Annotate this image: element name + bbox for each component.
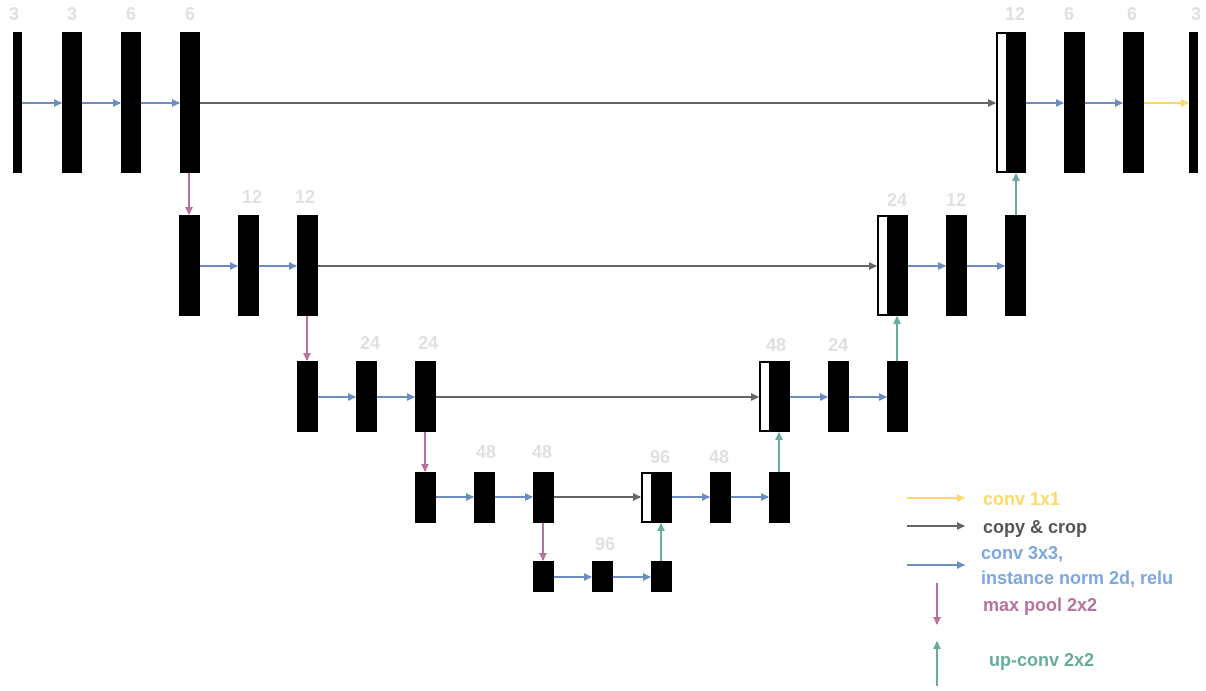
- feature-map-r1-b: [1123, 32, 1144, 173]
- channel-label: 6: [1127, 4, 1137, 24]
- channel-label: 48: [476, 442, 496, 462]
- legend-maxpool-label: max pool 2x2: [983, 595, 1097, 615]
- feature-map-r3-a: [828, 361, 849, 432]
- concat-map-r2: [877, 215, 889, 316]
- feature-map-r2-cat: [887, 215, 908, 316]
- feature-map-l3-pool: [297, 361, 318, 432]
- channel-label: 12: [242, 187, 262, 207]
- feature-map-r4-a: [710, 472, 731, 523]
- feature-map-r3-cat: [769, 361, 790, 432]
- legend-copy-crop-label: copy & crop: [983, 517, 1087, 537]
- feature-map-r2-b: [1005, 215, 1026, 316]
- feature-map-l1-c: [180, 32, 200, 173]
- feature-map-bottom-pool: [533, 561, 554, 592]
- feature-map-r1-a: [1064, 32, 1085, 173]
- feature-map-bottom-b: [651, 561, 672, 592]
- feature-map-r4-cat: [651, 472, 672, 523]
- channel-label: 3: [9, 4, 19, 24]
- channel-label: 96: [650, 447, 670, 467]
- legend: conv 1x1 copy & crop conv 3x3, instance …: [907, 489, 1173, 686]
- channel-label: 24: [828, 335, 848, 355]
- channel-label: 24: [360, 333, 380, 353]
- feature-map-l4-pool: [415, 472, 436, 523]
- legend-conv1x1-label: conv 1x1: [983, 489, 1060, 509]
- feature-map-l1-input: [13, 32, 22, 173]
- feature-map-r3-b: [887, 361, 908, 432]
- concat-map-r4: [641, 472, 653, 523]
- feature-map-r2-a: [946, 215, 967, 316]
- feature-map-l3-b: [415, 361, 436, 432]
- feature-map-l4-a: [474, 472, 495, 523]
- feature-map-bottom-a: [592, 561, 613, 592]
- legend-upconv-label: up-conv 2x2: [989, 650, 1094, 670]
- channel-label: 24: [418, 333, 438, 353]
- feature-map-r1-output: [1189, 32, 1198, 173]
- channel-label: 48: [766, 335, 786, 355]
- channel-label: 3: [67, 4, 77, 24]
- channel-label: 24: [887, 190, 907, 210]
- feature-map-l1-b: [121, 32, 141, 173]
- feature-map-r1-cat: [1006, 32, 1026, 173]
- feature-map-l2-a: [238, 215, 259, 316]
- feature-map-l4-b: [533, 472, 554, 523]
- channel-label: 96: [595, 534, 615, 554]
- concat-map-r3: [759, 361, 771, 432]
- feature-map-l2-b: [297, 215, 318, 316]
- channel-label: 6: [126, 4, 136, 24]
- channel-label: 12: [1005, 4, 1025, 24]
- channel-label: 12: [946, 190, 966, 210]
- feature-map-l1-a: [62, 32, 82, 173]
- feature-map-r4-b: [769, 472, 790, 523]
- concat-map-r1: [996, 32, 1008, 173]
- channel-label: 3: [1191, 4, 1201, 24]
- channel-label: 12: [295, 187, 315, 207]
- channel-label: 6: [185, 4, 195, 24]
- feature-map-l3-a: [356, 361, 377, 432]
- channel-label: 48: [532, 442, 552, 462]
- channel-label: 48: [709, 447, 729, 467]
- legend-conv3x3-label-1: conv 3x3,: [981, 543, 1063, 563]
- legend-conv3x3-label-2: instance norm 2d, relu: [981, 568, 1173, 588]
- feature-map-l2-pool: [179, 215, 200, 316]
- channel-label: 6: [1064, 4, 1074, 24]
